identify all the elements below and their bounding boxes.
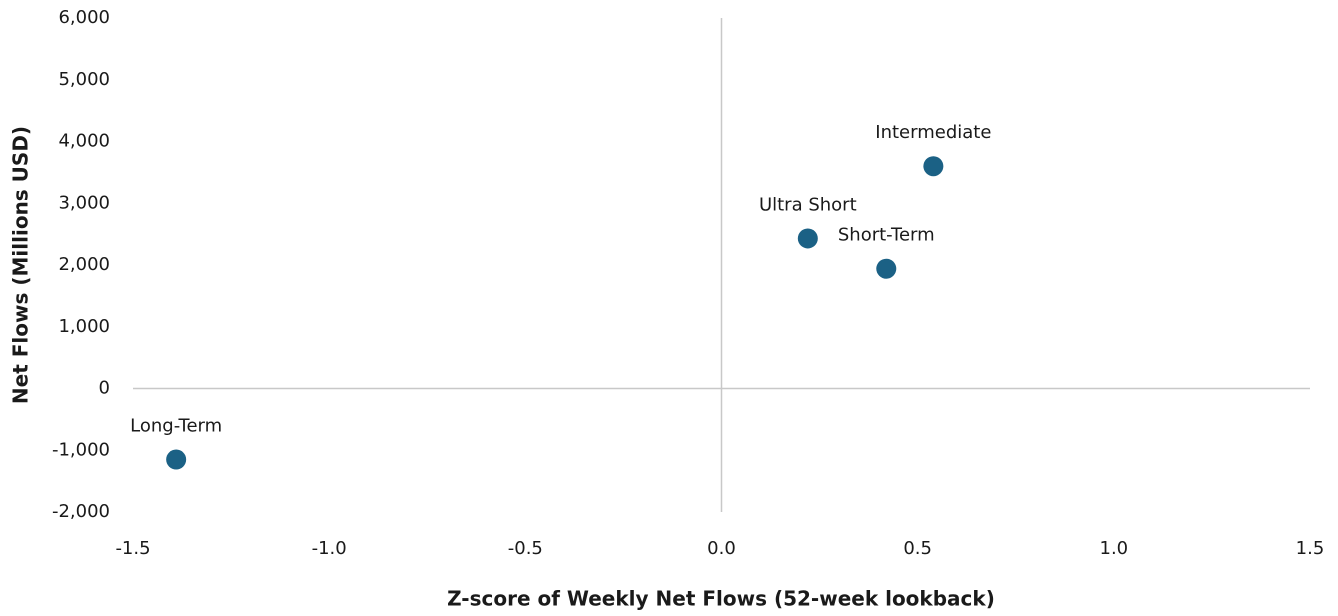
x-tick-label: 0.5 (903, 538, 932, 559)
x-tick-label: 0.0 (707, 538, 736, 559)
x-tick-label: 1.5 (1296, 538, 1325, 559)
x-tick-label: -1.5 (115, 538, 150, 559)
point-label: Short-Term (838, 225, 935, 246)
y-tick-label: 3,000 (58, 192, 110, 213)
y-tick-label: -2,000 (52, 501, 110, 522)
y-tick-label: 4,000 (58, 131, 110, 152)
x-tick-label: 1.0 (1100, 538, 1129, 559)
point (166, 449, 187, 470)
point (876, 258, 897, 279)
point-label: Intermediate (875, 122, 991, 143)
y-tick-label: 2,000 (58, 254, 110, 275)
point-label: Ultra Short (759, 194, 857, 215)
y-tick-label: -1,000 (52, 439, 110, 460)
y-tick-label: 6,000 (58, 7, 110, 28)
x-tick-label: -1.0 (312, 538, 347, 559)
x-tick-label: -0.5 (508, 538, 543, 559)
point-label: Long-Term (130, 416, 222, 437)
x-axis-title: Z-score of Weekly Net Flows (52-week loo… (447, 587, 995, 611)
point (797, 228, 818, 249)
y-axis-title: Net Flows (Millions USD) (9, 126, 33, 404)
y-tick-label: 1,000 (58, 316, 110, 337)
y-tick-label: 5,000 (58, 69, 110, 90)
y-tick-label: 0 (99, 378, 110, 399)
point (923, 156, 944, 177)
